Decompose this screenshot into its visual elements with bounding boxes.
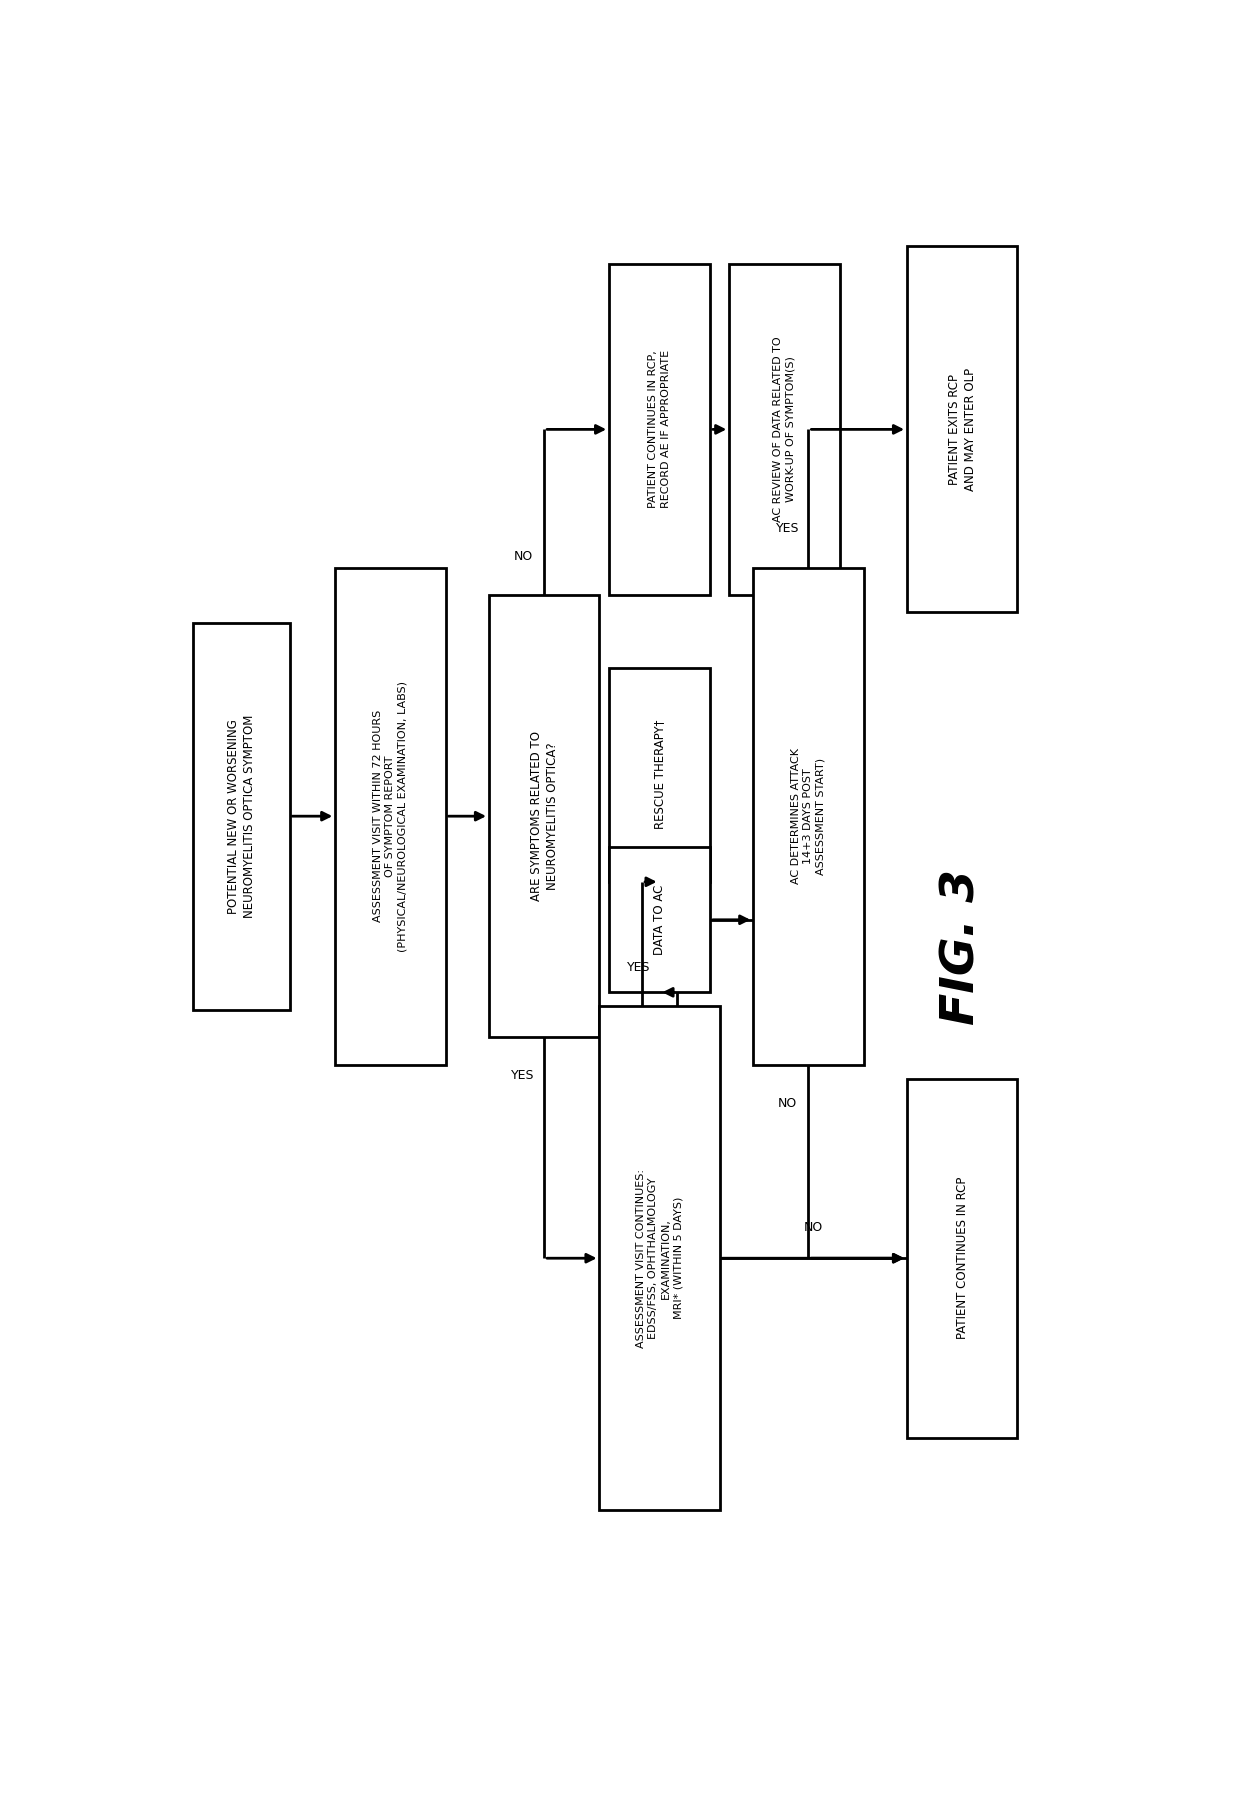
FancyBboxPatch shape	[489, 596, 599, 1037]
Text: ASSESSMENT VISIT WITHIN 72 HOURS
OF SYMPTOM REPORT
(PHYSICAL/NEUROLOGICAL EXAMIN: ASSESSMENT VISIT WITHIN 72 HOURS OF SYMP…	[373, 680, 408, 951]
Text: YES: YES	[775, 522, 799, 535]
Text: RESCUE THERAPY†: RESCUE THERAPY†	[653, 719, 666, 829]
FancyBboxPatch shape	[906, 1078, 1018, 1437]
FancyBboxPatch shape	[193, 623, 290, 1010]
FancyBboxPatch shape	[729, 264, 839, 596]
FancyBboxPatch shape	[335, 567, 445, 1066]
Text: ARE SYMPTOMS RELATED TO
NEUROMYELITIS OPTICA?: ARE SYMPTOMS RELATED TO NEUROMYELITIS OP…	[529, 732, 559, 901]
Text: NO: NO	[777, 1096, 797, 1110]
Text: PATIENT CONTINUES IN RCP,
RECORD AE IF APPROPRIATE: PATIENT CONTINUES IN RCP, RECORD AE IF A…	[649, 350, 671, 508]
FancyBboxPatch shape	[609, 847, 711, 992]
FancyBboxPatch shape	[753, 567, 864, 1066]
Text: DATA TO AC: DATA TO AC	[653, 884, 666, 954]
Text: YES: YES	[511, 1069, 534, 1082]
FancyBboxPatch shape	[609, 264, 711, 596]
Text: ASSESSMENT VISIT CONTINUES:
EDSS/FSS, OPHTHALMOLOGY
EXAMINATION,
MRI* (WITHIN 5 : ASSESSMENT VISIT CONTINUES: EDSS/FSS, OP…	[636, 1168, 683, 1347]
Text: PATIENT CONTINUES IN RCP: PATIENT CONTINUES IN RCP	[956, 1177, 968, 1340]
Text: NO: NO	[513, 551, 533, 563]
Text: POTENTIAL NEW OR WORSENING
NEUROMYELITIS OPTICA SYMPTOM: POTENTIAL NEW OR WORSENING NEUROMYELITIS…	[227, 714, 255, 919]
Text: FIG. 3: FIG. 3	[940, 870, 985, 1026]
FancyBboxPatch shape	[609, 667, 711, 883]
Text: NO: NO	[804, 1222, 823, 1234]
Text: YES: YES	[626, 962, 650, 974]
Text: AC REVIEW OF DATA RELATED TO
WORK-UP OF SYMPTOM(S): AC REVIEW OF DATA RELATED TO WORK-UP OF …	[774, 337, 796, 522]
FancyBboxPatch shape	[599, 1006, 719, 1511]
Text: PATIENT EXITS RCP
AND MAY ENTER OLP: PATIENT EXITS RCP AND MAY ENTER OLP	[947, 368, 977, 492]
Text: AC DETERMINES ATTACK
14+3 DAYS POST
ASSESSMENT START): AC DETERMINES ATTACK 14+3 DAYS POST ASSE…	[791, 748, 826, 884]
FancyBboxPatch shape	[906, 246, 1018, 612]
